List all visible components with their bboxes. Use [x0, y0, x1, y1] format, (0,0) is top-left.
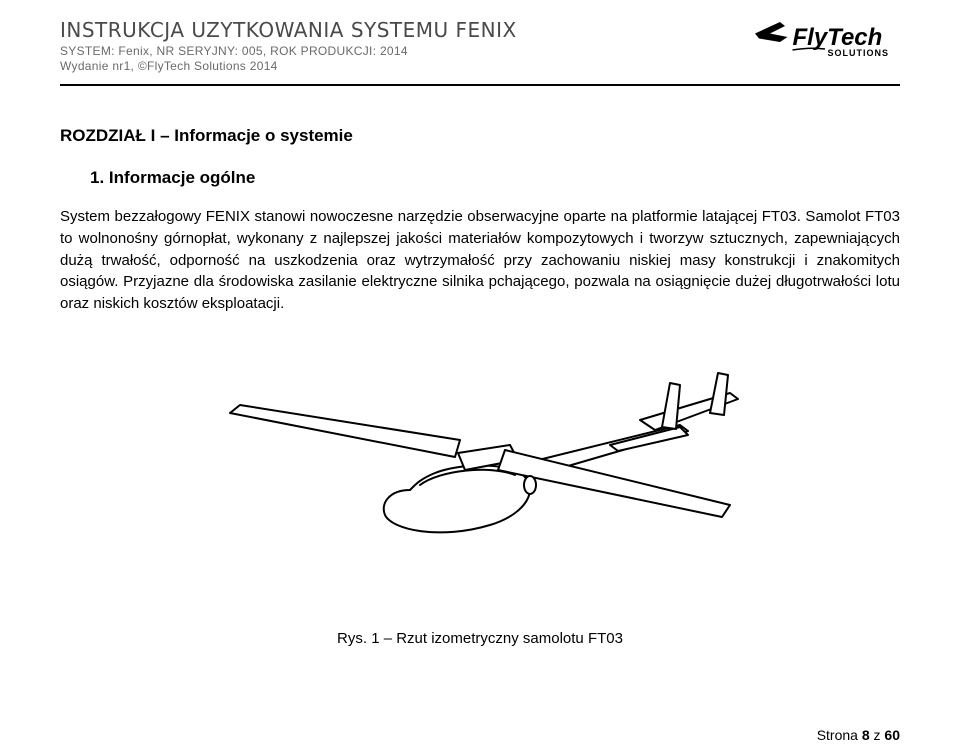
logo-main-text: FlyTech	[793, 24, 883, 51]
page-current: 8	[862, 727, 870, 743]
company-logo: FlyTech SOLUTIONS	[750, 16, 900, 76]
page-content: ROZDZIAŁ I – Informacje o systemie 1. In…	[60, 86, 900, 647]
body-paragraph: System bezzałogowy FENIX stanowi nowocze…	[60, 206, 900, 315]
flytech-logo-icon: FlyTech SOLUTIONS	[750, 16, 900, 71]
document-title: INSTRUKCJA UZYTKOWANIA SYSTEMU FENIX	[60, 18, 750, 42]
page-sep: z	[870, 727, 885, 743]
section-heading: 1. Informacje ogólne	[60, 168, 900, 188]
page-total: 60	[884, 727, 900, 743]
header-text-block: INSTRUKCJA UZYTKOWANIA SYSTEMU FENIX SYS…	[60, 18, 750, 73]
document-subtitle-2: Wydanie nr1, ©FlyTech Solutions 2014	[60, 59, 750, 73]
page-header: INSTRUKCJA UZYTKOWANIA SYSTEMU FENIX SYS…	[60, 0, 900, 86]
aircraft-drawing-icon	[210, 345, 750, 575]
document-subtitle-1: SYSTEM: Fenix, NR SERYJNY: 005, ROK PROD…	[60, 44, 750, 58]
logo-sub-text: SOLUTIONS	[828, 48, 890, 58]
figure-caption: Rys. 1 – Rzut izometryczny samolotu FT03	[60, 630, 900, 647]
page-number: Strona 8 z 60	[817, 727, 900, 743]
section-title: Informacje ogólne	[109, 168, 255, 187]
chapter-heading: ROZDZIAŁ I – Informacje o systemie	[60, 126, 900, 146]
section-number: 1.	[90, 168, 104, 187]
figure-1	[60, 345, 900, 580]
page-label-prefix: Strona	[817, 727, 862, 743]
